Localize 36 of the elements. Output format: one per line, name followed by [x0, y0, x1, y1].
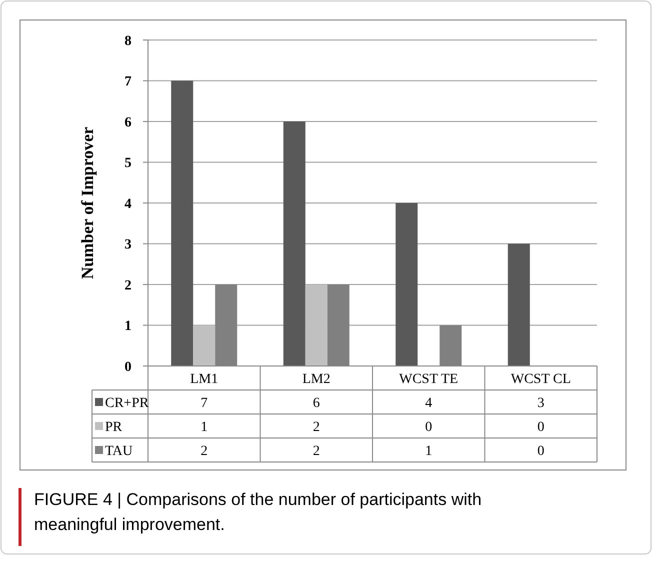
data-label: 3 [537, 396, 544, 411]
data-label: 2 [312, 420, 320, 435]
data-label: 2 [312, 444, 320, 459]
data-label: 0 [425, 420, 432, 435]
x-tick-label: LM2 [302, 372, 330, 387]
y-tick-label: 6 [124, 115, 132, 130]
data-label: 6 [312, 396, 320, 411]
x-tick-label: WCST TE [399, 372, 458, 387]
caption: FIGURE 4 | Comparisons of the number of participants with meaningful improvement. [34, 490, 482, 534]
y-tick-label: 8 [124, 34, 132, 49]
bar [283, 122, 306, 366]
legend-label: PR [105, 420, 123, 435]
y-tick-label: 7 [124, 74, 132, 90]
bar [305, 284, 328, 366]
legend-label: CR+PR [105, 396, 150, 411]
y-tick-label: 3 [124, 238, 132, 253]
data-label: 2 [200, 444, 208, 459]
data-label: 4 [425, 396, 432, 411]
y-tick-label: 2 [124, 278, 132, 294]
y-axis-title: Number of Improver [78, 126, 97, 280]
data-label: 1 [200, 420, 208, 435]
data-label: 0 [537, 420, 544, 435]
x-tick-label: WCST CL [510, 372, 571, 387]
y-tick-label: 4 [124, 196, 132, 212]
bar [396, 203, 418, 366]
y-tick-label: 0 [124, 360, 132, 375]
x-tick-label: LM1 [190, 372, 218, 387]
bar [508, 244, 530, 366]
bar [193, 325, 216, 366]
data-label: 7 [200, 396, 208, 411]
legend-label: TAU [105, 444, 133, 459]
bar [171, 80, 194, 366]
data-label: 0 [537, 444, 544, 459]
y-tick-label: 5 [124, 156, 132, 172]
data-label: 1 [425, 444, 432, 459]
y-tick-label: 1 [124, 319, 132, 334]
